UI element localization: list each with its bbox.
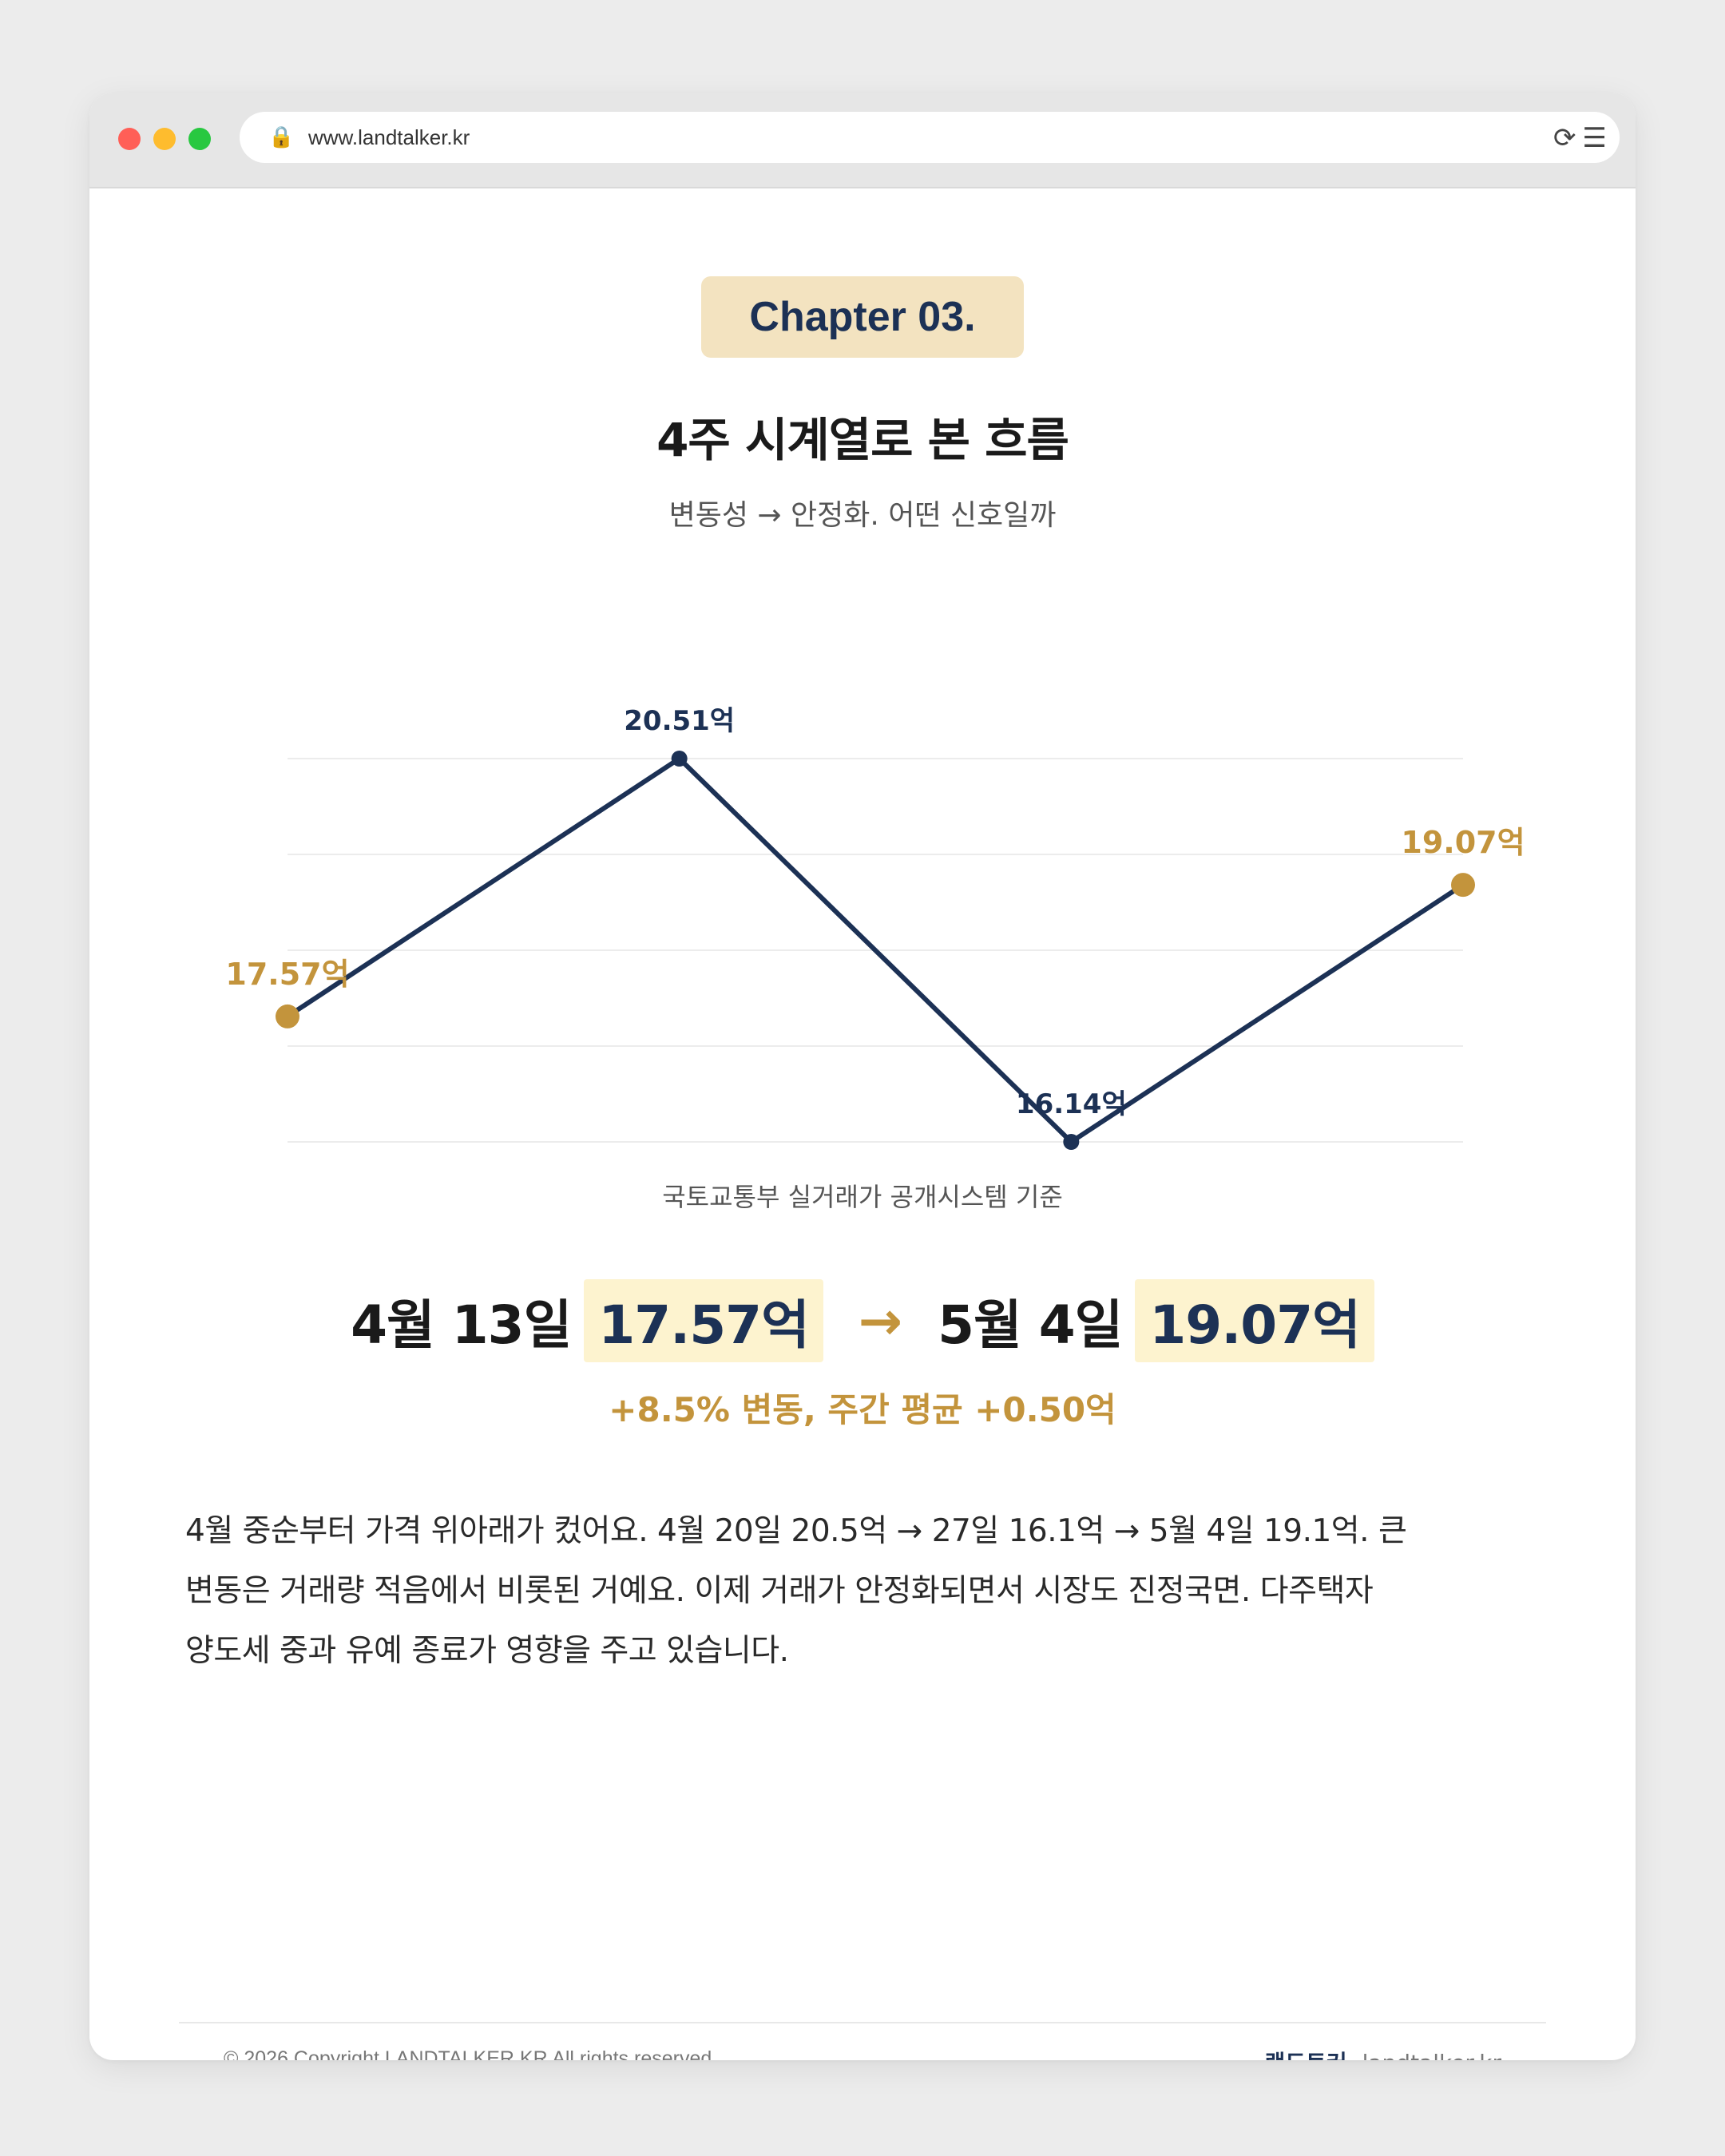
paragraph-line: 4월 중순부터 가격 위아래가 컸어요. 4월 20일 20.5억 → 27일 …	[185, 1513, 1407, 1549]
lock-icon: 🔒	[268, 125, 295, 149]
brand-name: 랜드토커	[1265, 2050, 1347, 2060]
browser-window: 🔒 www.landtalker.kr ⟳ ☰ Chapter 03. 4주 시…	[89, 93, 1636, 2060]
chart-data-label: 17.57억	[225, 957, 349, 992]
summary-arrow-icon: →	[858, 1290, 903, 1352]
page-content: Chapter 03. 4주 시계열로 본 흐름 변동성 → 안정화. 어떤 신…	[89, 187, 1636, 2060]
analysis-paragraph: 4월 중순부터 가격 위아래가 컸어요. 4월 20일 20.5억 → 27일 …	[185, 1501, 1543, 1681]
reload-icon[interactable]: ⟳	[1553, 122, 1576, 154]
summary-change: +8.5% 변동, 주간 평균 +0.50억	[609, 1390, 1116, 1429]
chart-data-label: 20.51억	[624, 705, 735, 737]
chart-point	[1451, 873, 1475, 898]
chart-point	[1063, 1134, 1080, 1150]
close-window-button[interactable]	[118, 128, 141, 150]
page-subtitle: 변동성 → 안정화. 어떤 신호일까	[668, 499, 1057, 532]
minimize-window-button[interactable]	[153, 128, 176, 150]
brand-domain: landtalker.kr	[1362, 2050, 1501, 2060]
price-line-chart: 17.57억4월 13일20.51억4월 20일16.14억4월 27일19.0…	[225, 705, 1525, 1150]
chapter-badge: Chapter 03.	[701, 276, 1024, 358]
chart-series-line	[286, 755, 1465, 1145]
chart-data-label: 19.07억	[1401, 825, 1525, 860]
chart-data-label: 16.14억	[1016, 1088, 1127, 1120]
footer-divider	[179, 2022, 1546, 2023]
footer-copyright: © 2026 Copyright LANDTALKER.KR All right…	[224, 2047, 718, 2060]
chart-point	[671, 751, 688, 767]
url-text[interactable]: www.landtalker.kr	[308, 125, 470, 149]
summary-end-date: 5월 4일	[938, 1294, 1123, 1356]
paragraph-line: 변동은 거래량 적음에서 비롯된 거예요. 이제 거래가 안정화되면서 시장도 …	[185, 1573, 1374, 1609]
summary-end-value: 19.07억	[1135, 1279, 1374, 1362]
summary-start-value: 17.57억	[584, 1279, 823, 1362]
browser-titlebar: 🔒 www.landtalker.kr ⟳ ☰	[89, 93, 1636, 188]
summary-start-date: 4월 13일	[351, 1294, 572, 1356]
paragraph-line: 양도세 중과 유예 종료가 영향을 주고 있습니다.	[185, 1633, 789, 1669]
address-bar[interactable]: 🔒 www.landtalker.kr	[240, 112, 1620, 163]
page-title: 4주 시계열로 본 흐름	[656, 413, 1069, 467]
footer-brand[interactable]: 랜드토커 landtalker.kr	[1265, 2046, 1501, 2060]
price-summary: 4월 13일 17.57억 → 5월 4일 19.07억	[89, 1279, 1636, 1362]
maximize-window-button[interactable]	[188, 128, 211, 150]
menu-icon[interactable]: ☰	[1582, 122, 1607, 154]
chart-point	[276, 1004, 299, 1028]
data-source-note: 국토교통부 실거래가 공개시스템 기준	[662, 1182, 1063, 1212]
